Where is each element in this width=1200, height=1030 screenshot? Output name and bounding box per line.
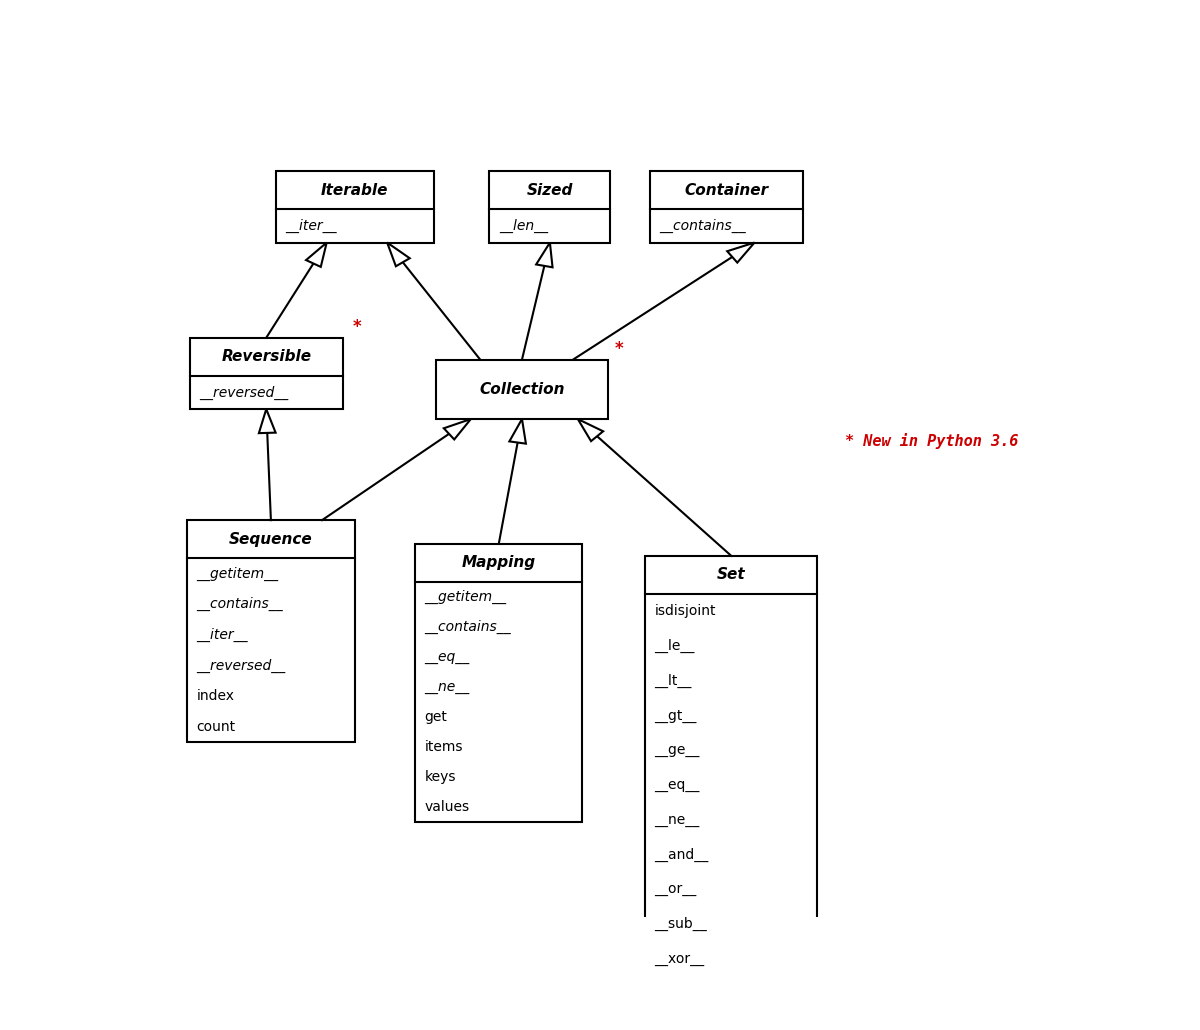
Text: Collection: Collection <box>479 382 565 397</box>
Text: __ne__: __ne__ <box>425 680 469 694</box>
Polygon shape <box>259 409 276 434</box>
Bar <box>436 359 608 419</box>
Polygon shape <box>578 419 604 441</box>
Text: __reversed__: __reversed__ <box>197 658 286 673</box>
Text: __eq__: __eq__ <box>654 778 700 792</box>
Bar <box>415 544 582 822</box>
Text: Container: Container <box>684 182 769 198</box>
Text: __gt__: __gt__ <box>654 709 697 722</box>
Text: __le__: __le__ <box>654 639 695 653</box>
Text: __ge__: __ge__ <box>654 744 700 757</box>
Text: *: * <box>616 340 624 357</box>
Text: __contains__: __contains__ <box>425 620 511 634</box>
Text: __getitem__: __getitem__ <box>425 590 506 604</box>
Text: __ne__: __ne__ <box>654 813 700 827</box>
Bar <box>276 171 433 243</box>
Text: Sequence: Sequence <box>229 531 313 547</box>
Text: __contains__: __contains__ <box>197 597 283 611</box>
Text: values: values <box>425 799 469 814</box>
Text: Set: Set <box>716 568 745 582</box>
Polygon shape <box>509 419 526 444</box>
Text: get: get <box>425 710 448 724</box>
Polygon shape <box>536 243 552 268</box>
Polygon shape <box>727 243 755 263</box>
Text: __or__: __or__ <box>654 883 697 896</box>
Text: * New in Python 3.6: * New in Python 3.6 <box>845 433 1018 449</box>
Text: __getitem__: __getitem__ <box>197 566 278 581</box>
Text: Reversible: Reversible <box>221 349 311 365</box>
Text: __reversed__: __reversed__ <box>199 385 288 400</box>
Text: index: index <box>197 689 234 703</box>
Text: isdisjoint: isdisjoint <box>654 605 716 618</box>
Text: __and__: __and__ <box>654 848 709 862</box>
Text: __eq__: __eq__ <box>425 650 469 664</box>
Text: __contains__: __contains__ <box>659 218 746 233</box>
Text: items: items <box>425 740 463 754</box>
Bar <box>190 338 343 409</box>
Polygon shape <box>444 419 470 440</box>
Text: Iterable: Iterable <box>320 182 389 198</box>
Text: Mapping: Mapping <box>462 555 536 571</box>
Text: __lt__: __lt__ <box>654 674 692 688</box>
Text: __xor__: __xor__ <box>654 952 704 966</box>
Polygon shape <box>306 243 326 267</box>
Bar <box>650 171 803 243</box>
Text: __iter__: __iter__ <box>284 218 336 233</box>
Text: *: * <box>353 318 361 336</box>
Bar <box>490 171 611 243</box>
Text: count: count <box>197 720 235 734</box>
Text: __iter__: __iter__ <box>197 628 248 642</box>
Bar <box>187 520 355 743</box>
Text: Sized: Sized <box>527 182 574 198</box>
Text: __sub__: __sub__ <box>654 917 707 931</box>
Polygon shape <box>388 243 409 267</box>
Text: __len__: __len__ <box>499 218 548 233</box>
Text: keys: keys <box>425 769 456 784</box>
Bar <box>646 556 817 976</box>
